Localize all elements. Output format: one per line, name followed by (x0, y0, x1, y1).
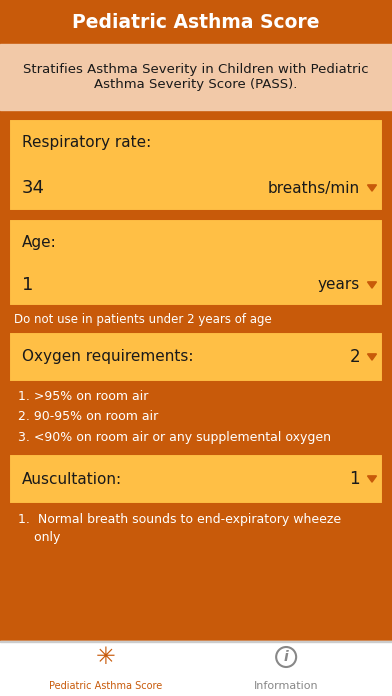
Text: 1. >95% on room air: 1. >95% on room air (18, 390, 149, 404)
FancyBboxPatch shape (9, 454, 383, 504)
Bar (0, 641, 392, 696)
FancyBboxPatch shape (9, 219, 383, 306)
Polygon shape (367, 476, 376, 482)
Text: Stratifies Asthma Severity in Children with Pediatric
Asthma Severity Score (PAS: Stratifies Asthma Severity in Children w… (23, 63, 369, 91)
Text: breaths/min: breaths/min (268, 180, 360, 196)
Text: only: only (18, 530, 60, 544)
Text: years: years (318, 278, 360, 292)
Text: i: i (284, 650, 289, 664)
Bar (0, 110, 392, 641)
Text: 1: 1 (22, 276, 33, 294)
Text: Respiratory rate:: Respiratory rate: (22, 134, 151, 150)
Text: 2: 2 (349, 348, 360, 366)
Text: 1.  Normal breath sounds to end-expiratory wheeze: 1. Normal breath sounds to end-expirator… (18, 512, 341, 525)
Polygon shape (367, 282, 376, 288)
Text: 1: 1 (349, 470, 360, 488)
Text: 34: 34 (22, 179, 45, 197)
Text: Pediatric Asthma Score: Pediatric Asthma Score (49, 681, 162, 691)
Bar (0, 44, 392, 110)
Text: 3. <90% on room air or any supplemental oxygen: 3. <90% on room air or any supplemental … (18, 431, 331, 443)
Text: Oxygen requirements:: Oxygen requirements: (22, 349, 194, 365)
Bar (0, 0, 392, 44)
Text: 2. 90-95% on room air: 2. 90-95% on room air (18, 411, 158, 423)
Polygon shape (367, 185, 376, 191)
Polygon shape (367, 354, 376, 360)
FancyBboxPatch shape (9, 119, 383, 211)
Text: Information: Information (254, 681, 318, 691)
FancyBboxPatch shape (9, 332, 383, 382)
Text: ✳: ✳ (96, 645, 116, 669)
Text: Auscultation:: Auscultation: (22, 471, 122, 487)
Text: Pediatric Asthma Score: Pediatric Asthma Score (72, 13, 320, 31)
Text: Age:: Age: (22, 235, 57, 249)
Text: Do not use in patients under 2 years of age: Do not use in patients under 2 years of … (14, 313, 272, 326)
